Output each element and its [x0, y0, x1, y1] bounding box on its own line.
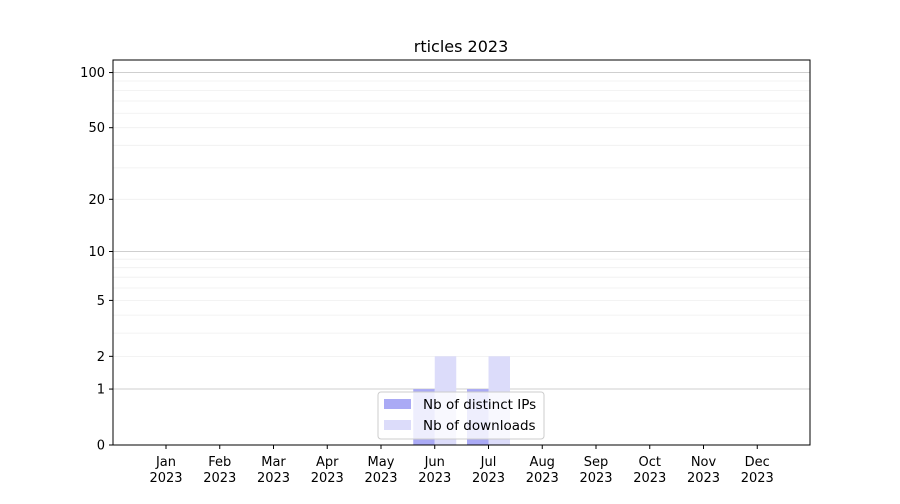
legend: Nb of distinct IPs Nb of downloads [377, 391, 545, 440]
x-tick-label: Apr 2023 [311, 455, 344, 486]
legend-label-ips: Nb of distinct IPs [423, 397, 536, 413]
legend-box [377, 391, 545, 440]
y-tick-label: 20 [88, 193, 105, 208]
x-tick-label: Jul 2023 [472, 455, 505, 486]
x-tick-label: Sep 2023 [579, 455, 612, 486]
y-tick-label: 10 [88, 245, 105, 260]
x-tick-label: Aug 2023 [526, 455, 559, 486]
x-tick-label: Mar 2023 [257, 455, 290, 486]
x-tick-label: Feb 2023 [203, 455, 236, 486]
y-tick-label: 1 [97, 383, 105, 398]
legend-swatch-downloads [384, 420, 411, 430]
plot-frame [112, 59, 811, 446]
legend-label-downloads: Nb of downloads [423, 418, 536, 434]
y-tick-label: 5 [97, 294, 105, 309]
legend-swatch-ips [384, 399, 411, 409]
y-tick-label: 50 [88, 121, 105, 136]
grid [113, 72, 810, 390]
x-tick-label: Dec 2023 [741, 455, 774, 486]
y-tick-label: 0 [97, 439, 105, 454]
x-tick-label: Oct 2023 [633, 455, 666, 486]
x-tick-label: Nov 2023 [687, 455, 720, 486]
x-tick-label: Jun 2023 [418, 455, 451, 486]
x-axis: Jan 2023 Feb 2023 Mar 2023 Apr 2023 May 2023 Jun 20… [149, 445, 774, 486]
x-tick-label: May 2023 [364, 455, 397, 486]
y-tick-label: 2 [97, 350, 105, 365]
y-tick-label: 100 [80, 66, 105, 81]
x-tick-label: Jan 2023 [149, 455, 182, 486]
chart-title: rticles 2023 [414, 37, 509, 56]
y-axis: 0 1 2 5 10 20 50 100 [80, 66, 113, 454]
